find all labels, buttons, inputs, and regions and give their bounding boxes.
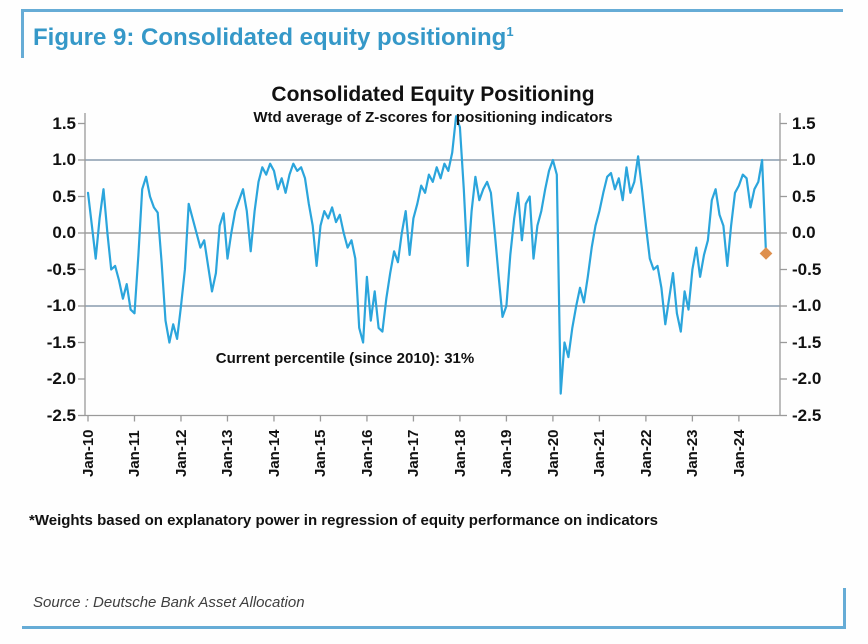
x-axis-tick-label: Jan-19 [498, 429, 516, 477]
x-axis-tick-label: Jan-20 [544, 429, 562, 477]
y-axis-tick-label: 1.0 [792, 150, 816, 169]
y-axis-tick-label: -2.0 [46, 369, 76, 388]
chart-subtitle: Wtd average of Z-scores for positioning … [253, 109, 613, 126]
source-line: Source : Deutsche Bank Asset Allocation [33, 594, 305, 611]
x-axis-tick-label: Jan-15 [312, 429, 330, 477]
x-axis-tick-label: Jan-16 [358, 429, 376, 477]
y-axis-tick-label: -1.5 [792, 332, 822, 352]
x-axis-tick-label: Jan-24 [730, 429, 748, 477]
x-axis-tick-label: Jan-22 [637, 429, 655, 477]
x-axis-tick-label: Jan-11 [126, 430, 144, 477]
chart-title: Consolidated Equity Positioning [271, 83, 595, 106]
figure-title: Figure 9: Consolidated equity positionin… [33, 24, 733, 52]
x-axis-tick-label: Jan-13 [219, 429, 237, 477]
positioning-line [86, 115, 768, 395]
x-axis-tick-label: Jan-17 [405, 429, 423, 477]
y-axis-tick-label: 0.5 [792, 186, 816, 206]
y-axis-tick-label: 0.0 [792, 223, 816, 242]
x-axis-tick-label: Jan-10 [80, 429, 97, 477]
y-axis-tick-label: -1.5 [46, 332, 76, 352]
y-axis-tick-label: -2.0 [792, 369, 822, 388]
latest-point-marker [759, 247, 773, 260]
y-axis-tick-label: -2.5 [792, 405, 822, 425]
x-axis-tick-label: Jan-23 [684, 429, 702, 477]
y-axis-tick-label: 1.5 [792, 113, 816, 133]
annotation-current-percentile: Current percentile (since 2010): 31% [215, 350, 475, 367]
y-axis-tick-label: 1.5 [52, 113, 76, 133]
y-axis-tick-label: 0.0 [52, 223, 76, 242]
x-axis-tick-label: Jan-21 [591, 429, 609, 477]
x-axis-tick-label: Jan-18 [451, 429, 469, 477]
footnote: *Weights based on explanatory power in r… [29, 512, 659, 529]
right-border-line [843, 588, 846, 629]
x-axis-tick-label: Jan-12 [172, 429, 190, 477]
left-border-line [21, 9, 24, 58]
y-axis-tick-label: -0.5 [46, 259, 76, 279]
x-axis-tick-label: Jan-14 [265, 429, 283, 477]
y-axis-tick-label: -0.5 [792, 259, 822, 279]
y-axis-tick-label: 1.0 [52, 150, 76, 169]
y-axis-tick-label: -2.5 [46, 405, 76, 425]
y-axis-tick-label: -1.0 [792, 296, 822, 315]
figure-title-superscript: 1 [506, 24, 514, 39]
y-axis-tick-label: -1.0 [46, 296, 76, 315]
figure-title-text: Figure 9: Consolidated equity positionin… [33, 24, 507, 51]
y-axis-tick-label: 0.5 [52, 186, 76, 206]
top-border-line [22, 9, 843, 12]
bottom-border-line [22, 626, 846, 629]
